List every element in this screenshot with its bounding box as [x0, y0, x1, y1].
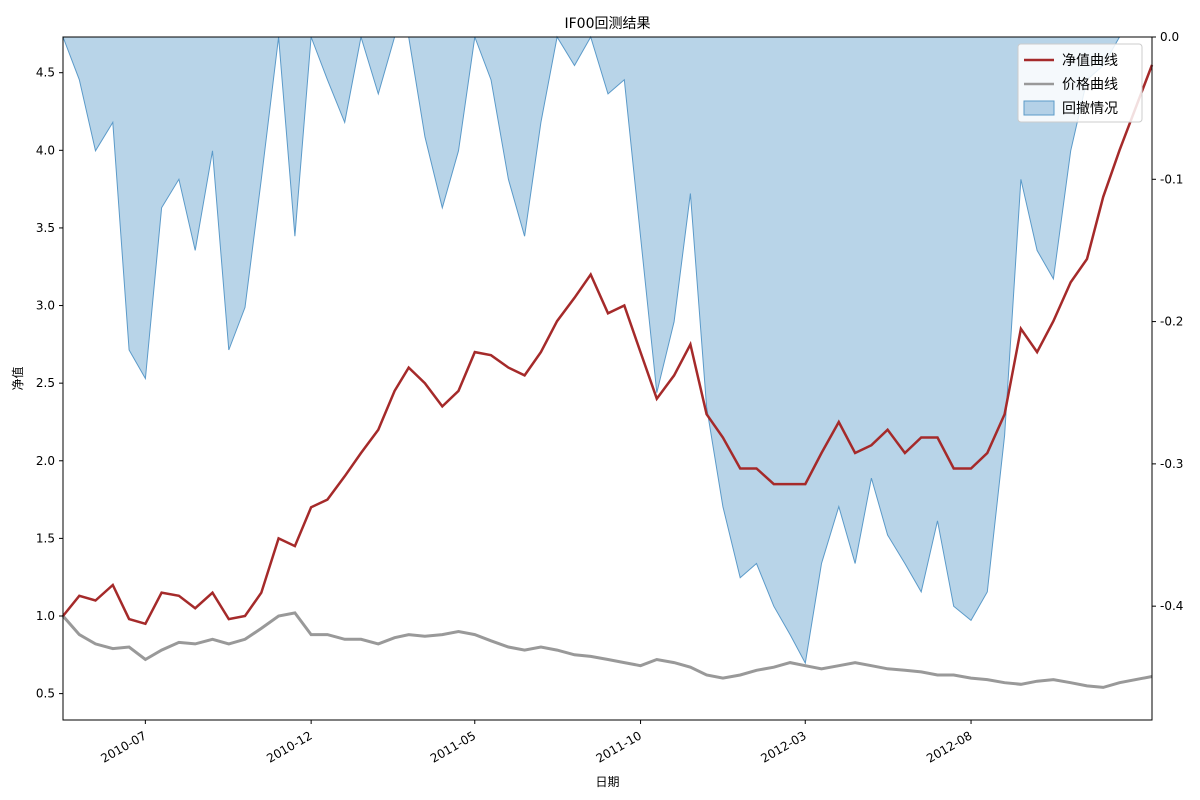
x-axis: 2010-07 2010-12 2011-05 2011-10 2012-03 2012-… [98, 720, 975, 766]
x-tick-label: 2012-03 [758, 728, 808, 765]
right-y-axis: 0.0 -0.1 -0.2 -0.3 -0.4 [1152, 30, 1183, 613]
left-tick-label: 1.5 [36, 531, 55, 545]
legend-swatch [1023, 100, 1055, 116]
left-tick-label: 2.0 [36, 454, 55, 468]
nav-line-layer [62, 64, 1154, 626]
legend-label: 回撤情况 [1062, 101, 1118, 117]
x-axis-label: 日期 [595, 775, 619, 789]
left-tick-label: 3.0 [36, 299, 55, 313]
legend-label: 净值曲线 [1062, 53, 1118, 69]
drawdown-area [62, 35, 1152, 665]
drawdown-area-layer [62, 35, 1152, 665]
x-tick-label: 2012-08 [924, 728, 974, 765]
legend-label: 价格曲线 [1062, 77, 1118, 93]
right-tick-label: 0.0 [1160, 30, 1179, 44]
left-tick-label: 4.0 [36, 143, 55, 157]
right-tick-label: -0.4 [1160, 599, 1183, 613]
left-tick-label: 1.0 [36, 609, 55, 623]
nav-line [62, 64, 1154, 626]
right-tick-label: -0.3 [1160, 457, 1183, 471]
left-tick-label: 0.5 [36, 687, 55, 701]
x-tick-label: 2011-10 [594, 728, 644, 765]
chart-title: IF00回测结果 [565, 16, 651, 32]
left-tick-label: 2.5 [36, 376, 55, 390]
price-line [61, 611, 1153, 689]
right-tick-label: -0.2 [1160, 315, 1183, 329]
x-tick-label: 2011-05 [428, 728, 478, 765]
left-tick-label: 3.5 [36, 221, 55, 235]
plot-frame [62, 36, 1153, 721]
left-y-axis: 0.5 1.0 1.5 2.0 2.5 3.0 3.5 4.0 4.5 [36, 66, 63, 701]
price-line-layer [61, 611, 1153, 689]
x-tick-label: 2010-07 [98, 728, 148, 765]
right-tick-label: -0.1 [1160, 172, 1183, 186]
y-axis-label: 净值 [10, 366, 25, 390]
x-tick-label: 2010-12 [264, 728, 314, 765]
left-tick-label: 4.5 [36, 66, 55, 80]
